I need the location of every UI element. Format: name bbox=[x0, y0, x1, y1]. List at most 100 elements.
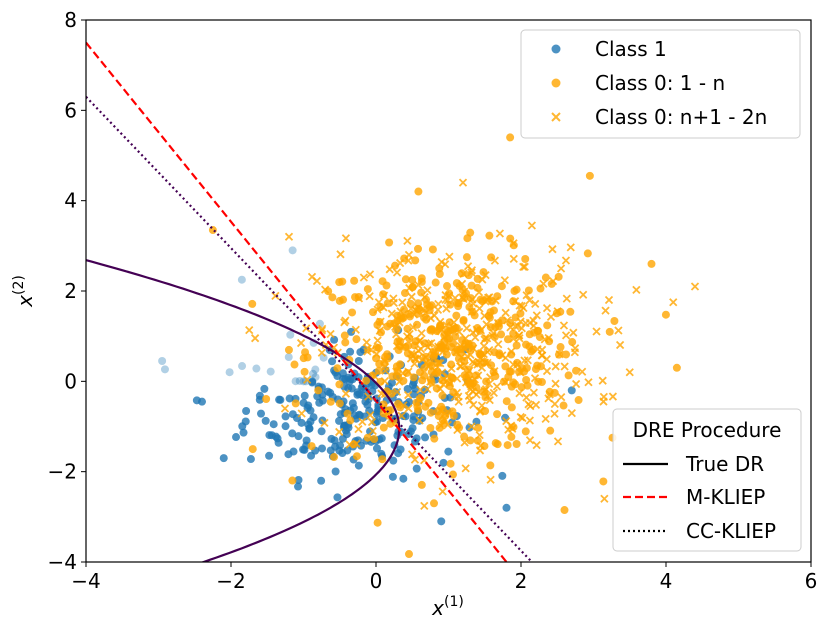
point-class0-b bbox=[245, 326, 254, 335]
point-class0-a bbox=[446, 459, 455, 468]
point-class0-a bbox=[378, 455, 387, 464]
point-class0-b bbox=[396, 307, 405, 316]
point-class1 bbox=[421, 433, 430, 442]
point-class0-b bbox=[336, 250, 345, 259]
point-class0-b bbox=[403, 236, 412, 246]
point-class0-b bbox=[462, 324, 471, 333]
point-class1 bbox=[304, 420, 313, 429]
point-class1 bbox=[347, 384, 356, 393]
point-class1 bbox=[295, 376, 304, 385]
point-class0-b bbox=[484, 379, 494, 389]
legend-class0b-label: Class 0: n+1 - 2n bbox=[595, 105, 767, 129]
point-class0-b bbox=[669, 298, 678, 307]
point-class0-a bbox=[330, 453, 339, 462]
point-class0-b bbox=[459, 269, 468, 278]
point-class0-b bbox=[579, 290, 588, 299]
point-class0-b bbox=[515, 389, 524, 398]
point-class0-a bbox=[502, 397, 511, 406]
point-class0-a bbox=[362, 376, 371, 385]
point-class0-b bbox=[403, 332, 412, 341]
point-class1 bbox=[317, 476, 326, 485]
point-class0-b bbox=[404, 390, 413, 400]
point-class0-b bbox=[520, 356, 529, 365]
x-tick-label: 4 bbox=[660, 569, 673, 593]
y-tick-label: 2 bbox=[64, 279, 77, 303]
point-class0-a bbox=[291, 399, 300, 408]
point-class0-b bbox=[363, 344, 372, 353]
point-class0-b bbox=[408, 323, 418, 332]
point-class0-b bbox=[548, 245, 557, 254]
point-class0-b bbox=[461, 334, 470, 343]
point-class0-a bbox=[503, 441, 512, 450]
point-class0-a bbox=[405, 312, 414, 321]
point-class0-b bbox=[489, 388, 498, 397]
point-class0-b bbox=[479, 350, 488, 359]
point-class0-a bbox=[453, 420, 462, 429]
point-class0-a bbox=[404, 550, 413, 559]
point-class0-b bbox=[320, 418, 329, 428]
point-class0-b bbox=[515, 301, 524, 310]
point-class0-a bbox=[391, 261, 400, 270]
point-class0-b bbox=[513, 360, 522, 369]
x-tick-label: 2 bbox=[515, 569, 528, 593]
point-class0-a bbox=[605, 327, 614, 336]
point-class1 bbox=[372, 444, 381, 453]
point-class0-b bbox=[407, 292, 416, 301]
point-class0-b bbox=[467, 266, 477, 275]
point-class0-a bbox=[363, 433, 372, 442]
legend-m-kliep-label: M-KLIEP bbox=[686, 485, 765, 509]
point-class0-b bbox=[460, 287, 469, 296]
point-class0-a bbox=[647, 259, 656, 268]
point-class0-b bbox=[604, 295, 614, 305]
point-class0-a bbox=[568, 338, 577, 347]
point-class0-b bbox=[509, 239, 518, 248]
point-class0-b bbox=[632, 285, 641, 294]
point-class1 bbox=[330, 436, 339, 445]
point-class0-a bbox=[449, 339, 458, 348]
point-class0-b bbox=[423, 286, 432, 295]
point-class0-b bbox=[502, 417, 511, 426]
point-class1 bbox=[311, 365, 320, 374]
point-class0-a bbox=[420, 371, 429, 380]
point-class0-b bbox=[317, 326, 326, 335]
point-class0-b bbox=[407, 450, 417, 459]
point-class1 bbox=[252, 364, 261, 373]
point-class0-b bbox=[417, 329, 426, 338]
point-class0-b bbox=[466, 385, 475, 394]
point-class0-a bbox=[466, 228, 475, 237]
point-class1 bbox=[300, 391, 309, 400]
point-class0-a bbox=[583, 249, 592, 258]
point-class0-b bbox=[475, 446, 485, 455]
point-class0-b bbox=[530, 374, 540, 383]
point-class0-a bbox=[546, 426, 555, 435]
point-class0-b bbox=[318, 324, 327, 334]
point-class0-a bbox=[486, 308, 495, 317]
point-class0-b bbox=[404, 367, 413, 376]
point-class0-b bbox=[557, 393, 566, 402]
point-class1 bbox=[567, 386, 576, 395]
point-class0-a bbox=[513, 358, 522, 367]
decision-lines bbox=[86, 41, 533, 562]
point-class0-b bbox=[458, 178, 468, 187]
point-class0-b bbox=[440, 332, 449, 342]
point-class0-b bbox=[483, 295, 492, 305]
point-class0-b bbox=[525, 436, 535, 445]
point-class0-b bbox=[551, 362, 560, 371]
point-class0-b bbox=[461, 464, 470, 473]
point-class0-a bbox=[474, 423, 483, 432]
point-class0-b bbox=[335, 427, 344, 437]
point-class0-a bbox=[387, 389, 396, 398]
point-class0-b bbox=[391, 330, 401, 339]
point-class1 bbox=[281, 422, 290, 431]
x-tick-label: −2 bbox=[216, 569, 245, 593]
point-class0-b bbox=[424, 339, 434, 348]
point-class1 bbox=[300, 445, 309, 454]
point-class0-b bbox=[561, 331, 571, 340]
point-class0-b bbox=[468, 295, 477, 304]
point-class0-b bbox=[522, 291, 531, 300]
point-class0-b bbox=[368, 426, 377, 436]
point-class0-a bbox=[512, 440, 521, 449]
point-class1 bbox=[399, 474, 408, 483]
point-class0-b bbox=[538, 351, 547, 360]
point-class0-a bbox=[486, 461, 495, 470]
